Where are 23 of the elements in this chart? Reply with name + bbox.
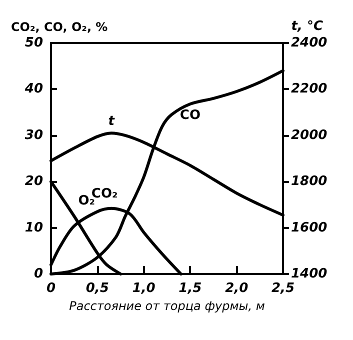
x-axis-title: Расстояние от торца фурмы, м — [69, 298, 265, 313]
y-tick-label: 0 — [34, 266, 43, 282]
x-tick-label: 2,0 — [225, 281, 248, 296]
y-tick-label: 50 — [24, 36, 43, 50]
x-tick-label: 1,5 — [178, 281, 202, 296]
x-tick-label: 1,0 — [132, 281, 156, 296]
series-label: CO — [180, 108, 200, 123]
y-axis-title: CO₂, CO, O₂, % — [11, 20, 108, 34]
y2-axis-title: t, °C — [291, 19, 324, 34]
x-tick-label: 2,5 — [271, 281, 295, 296]
y2-tick-label: 2400 — [291, 36, 328, 50]
y-tick-label: 10 — [24, 220, 43, 236]
y-tick-label: 30 — [24, 128, 43, 143]
y-tick-label: 20 — [24, 174, 43, 190]
x-tick-label: 0 — [46, 281, 56, 296]
y2-tick-label: 1400 — [291, 266, 328, 282]
y2-tick-label: 2200 — [291, 82, 328, 97]
y2-tick-label: 1600 — [291, 220, 328, 236]
y-tick-label: 40 — [24, 82, 43, 97]
series-label: t — [108, 114, 116, 130]
y2-tick-label: 1800 — [291, 174, 328, 190]
y2-tick-label: 2000 — [291, 128, 328, 143]
x-tick-label: 0,5 — [86, 281, 109, 296]
